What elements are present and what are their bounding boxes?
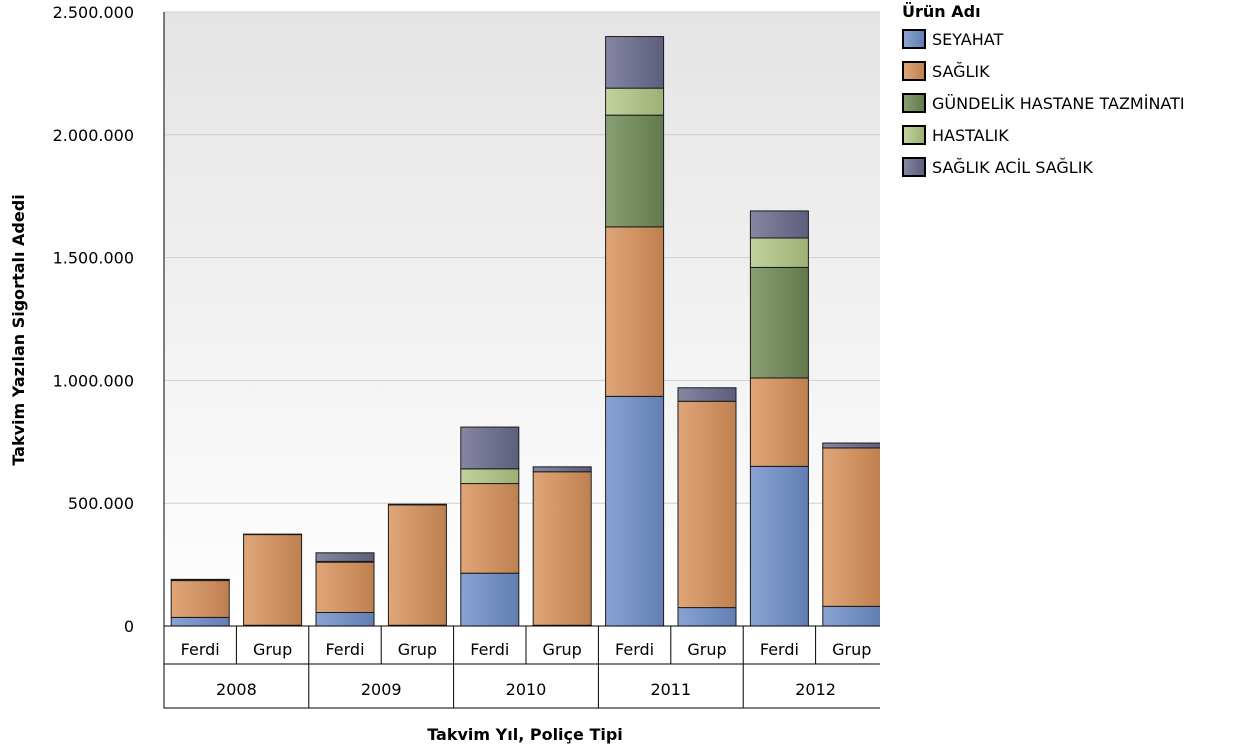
y-axis-label: Takvim Yazılan Sigortalı Adedi xyxy=(9,194,28,465)
bar-segment-gündeli-k-hastane-tazmi-nati xyxy=(749,266,809,379)
x-year-label: 2011 xyxy=(650,680,691,699)
bar-segment-sağlik-aci-l-sağlik xyxy=(170,578,230,581)
bar-segment-sağlik xyxy=(749,377,809,467)
x-category-label: Ferdi xyxy=(181,640,220,659)
y-tick-label: 2.000.000 xyxy=(53,126,134,145)
bar-segment-sağlik xyxy=(243,533,303,626)
legend-items: SEYAHAT SAĞLIK GÜNDELİK HASTANE TAZMİNATI H… xyxy=(902,23,1185,183)
bar-segment-sağlik xyxy=(170,580,230,618)
x-year-label: 2012 xyxy=(795,680,836,699)
legend-item: SAĞLIK ACİL SAĞLIK xyxy=(902,151,1185,183)
bar-segment-sağlik-aci-l-sağlik xyxy=(243,533,303,536)
x-category-label: Ferdi xyxy=(760,640,799,659)
legend-swatch xyxy=(902,61,926,81)
bar-segment-sağlik xyxy=(822,447,880,607)
legend-item: SEYAHAT xyxy=(902,23,1185,55)
legend-label: SEYAHAT xyxy=(932,29,1004,49)
legend-item: SAĞLIK xyxy=(902,55,1185,87)
stacked-bar-chart: 0 500.000 1.000.000 1.500.000 2.000.000 2.500… xyxy=(9,3,880,744)
legend-label: GÜNDELİK HASTANE TAZMİNATI xyxy=(932,93,1185,113)
x-category-label: Grup xyxy=(543,640,582,659)
legend-swatch xyxy=(902,29,926,49)
bar-segment-seyahat xyxy=(460,572,520,627)
bar-segment-sağlik-aci-l-sağlik xyxy=(749,210,809,239)
bar-segment-sağlik-aci-l-sağlik xyxy=(677,387,737,402)
bar-segment-sağlik xyxy=(532,471,592,626)
y-tick-label: 1.500.000 xyxy=(53,249,134,268)
bar-segment-sağlik xyxy=(387,504,447,626)
bar-segment-hastalik xyxy=(605,87,665,116)
bars xyxy=(170,36,880,627)
bar-segment-seyahat xyxy=(677,607,737,627)
bar-segment-seyahat xyxy=(822,605,880,627)
y-tick-label: 1.000.000 xyxy=(53,371,134,390)
x-year-label: 2009 xyxy=(361,680,402,699)
bar-segment-gündeli-k-hastane-tazmi-nati xyxy=(605,114,665,228)
x-category-label: Ferdi xyxy=(615,640,654,659)
x-year-label: 2010 xyxy=(506,680,547,699)
legend-swatch xyxy=(902,93,926,113)
legend-title: Ürün Adı xyxy=(902,2,981,21)
legend-label: HASTALIK xyxy=(932,125,1009,145)
bar-segment-sağlik-aci-l-sağlik xyxy=(315,552,375,562)
bar-segment-sağlik xyxy=(315,561,375,613)
bar-segment-sağlik-aci-l-sağlik xyxy=(532,466,592,473)
bar-segment-seyahat xyxy=(749,465,809,627)
legend-item: GÜNDELİK HASTANE TAZMİNATI xyxy=(902,87,1185,119)
x-year-label: 2008 xyxy=(216,680,257,699)
bar-segment-seyahat xyxy=(315,611,375,627)
bar-segment-sağlik-aci-l-sağlik xyxy=(460,426,520,470)
x-category-label: Grup xyxy=(832,640,871,659)
x-category-label: Grup xyxy=(398,640,437,659)
legend-item: HASTALIK xyxy=(902,119,1185,151)
y-tick-labels: 0 500.000 1.000.000 1.500.000 2.000.000 2.500… xyxy=(53,3,134,636)
bar-segment-sağlik xyxy=(460,483,520,574)
bar-segment-seyahat xyxy=(170,616,230,627)
x-category-table: Ferdi Grup Ferdi Grup Ferdi Grup Ferdi Grup Ferd… xyxy=(163,625,880,709)
x-axis-label: Takvim Yıl, Poliçe Tipi xyxy=(427,725,623,744)
y-tick-label: 0 xyxy=(124,617,134,636)
bar-segment-sağlik xyxy=(605,226,665,397)
y-tick-label: 2.500.000 xyxy=(53,3,134,22)
bar-segment-sağlik-aci-l-sağlik xyxy=(605,36,665,89)
x-category-label: Ferdi xyxy=(470,640,509,659)
bar-segment-sağlik xyxy=(677,400,737,609)
bar-segment-sağlik-aci-l-sağlik xyxy=(387,503,447,506)
x-category-label: Grup xyxy=(253,640,292,659)
x-category-label: Grup xyxy=(687,640,726,659)
bar-segment-hastalik xyxy=(749,237,809,268)
y-tick-label: 500.000 xyxy=(68,494,134,513)
bar-segment-hastalik xyxy=(460,468,520,485)
legend: Ürün Adı SEYAHAT SAĞLIK GÜNDELİK HASTANE T… xyxy=(902,2,1185,183)
bar-segment-sağlik-aci-l-sağlik xyxy=(822,442,880,449)
legend-label: SAĞLIK xyxy=(932,61,990,81)
legend-swatch xyxy=(902,157,926,177)
legend-swatch xyxy=(902,125,926,145)
legend-label: SAĞLIK ACİL SAĞLIK xyxy=(932,157,1093,177)
x-category-label: Ferdi xyxy=(325,640,364,659)
bar-segment-seyahat xyxy=(605,395,665,627)
